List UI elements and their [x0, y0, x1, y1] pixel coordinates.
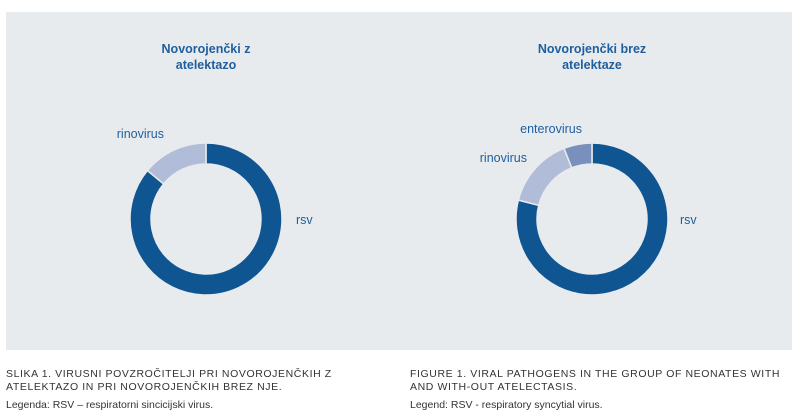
caption-slovenian-legend: Legenda: RSV – respiratorni sincicijski …: [6, 399, 214, 411]
caption-slovenian-title: SLIKA 1. VIRUSNI POVZROČITELJI PRI NOVOR…: [6, 368, 332, 393]
caption-english: FIGURE 1. VIRAL PATHOGENS IN THE GROUP O…: [410, 368, 790, 412]
chart-title-right: Novorojenčki brez atelektaze: [537, 42, 647, 72]
caption-english-title: FIGURE 1. VIRAL PATHOGENS IN THE GROUP O…: [410, 368, 781, 393]
caption-slovenian: SLIKA 1. VIRUSNI POVZROČITELJI PRI NOVOR…: [6, 368, 386, 412]
donut-slice-rsv: [129, 142, 283, 296]
donut-slice-rsv: [515, 142, 669, 296]
slice-label-rsv: rsv: [296, 213, 313, 227]
donut-slice-rinovirus: [146, 142, 207, 185]
caption-english-legend: Legend: RSV - respiratory syncytial viru…: [410, 399, 603, 411]
chart-panel: [6, 12, 792, 350]
donut-slice-enterovirus: [563, 142, 593, 169]
slice-label-rsv: rsv: [680, 213, 697, 227]
slice-label-rinovirus: rinovirus: [480, 151, 527, 165]
chart-title-left: Novorojenčki z atelektazo: [161, 42, 251, 72]
slice-label-rinovirus: rinovirus: [117, 127, 164, 141]
slice-label-enterovirus: enterovirus: [520, 122, 582, 136]
